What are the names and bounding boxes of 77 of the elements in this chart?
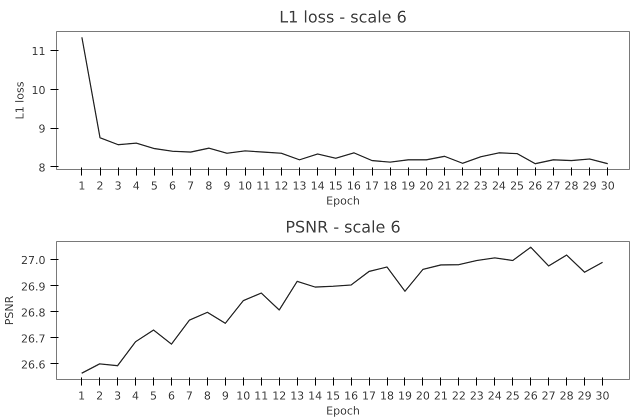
line-series: [81, 36, 608, 164]
y-tick-label: 26.7: [21, 332, 46, 346]
x-tick-label: 19: [398, 390, 412, 402]
x-tick-label: 17: [365, 180, 380, 192]
x-tick-label: 9: [222, 390, 229, 402]
x-axis-title: Epoch: [326, 404, 360, 418]
y-tick-label: 27.0: [21, 254, 46, 268]
x-tick-label: 25: [510, 180, 524, 192]
x-tick-label: 13: [292, 180, 306, 192]
x-tick-label: 18: [383, 180, 398, 192]
x-tick-label: 25: [506, 390, 520, 402]
x-tick-label: 22: [452, 390, 466, 402]
y-tick-label: 10: [32, 84, 46, 97]
x-tick-label: 2: [96, 180, 104, 192]
x-tick-label: 10: [238, 180, 252, 192]
x-axis-title: Epoch: [326, 194, 360, 208]
x-tick-label: 18: [380, 390, 394, 402]
x-tick-label: 21: [438, 180, 452, 192]
x-tick-label: 7: [186, 390, 193, 402]
x-tick-label: 28: [564, 180, 578, 192]
x-tick-label: 7: [187, 180, 194, 192]
x-tick-label: 15: [326, 390, 340, 402]
x-tick-label: 26: [524, 390, 538, 402]
y-tick-label: 26.6: [21, 358, 46, 372]
chart-title: L1 loss - scale 6: [279, 8, 407, 26]
x-tick-label: 29: [582, 180, 597, 192]
x-tick-label: 16: [346, 180, 361, 192]
x-tick-label: 20: [416, 390, 430, 402]
x-tick-label: 15: [328, 180, 343, 192]
y-tick-label: 8: [38, 161, 46, 174]
x-tick-label: 11: [254, 390, 268, 402]
x-tick-label: 24: [488, 390, 502, 402]
x-tick-label: 24: [492, 180, 506, 192]
x-tick-label: 6: [168, 390, 175, 402]
x-tick-label: 19: [401, 180, 416, 192]
y-axis-title: L1 loss: [14, 81, 27, 120]
x-tick-label: 22: [456, 180, 470, 192]
x-tick-label: 13: [290, 390, 304, 402]
y-tick-label: 11: [32, 44, 46, 58]
y-tick-label: 26.9: [21, 280, 46, 294]
x-tick-label: 1: [78, 390, 86, 402]
x-tick-label: 9: [223, 180, 230, 192]
x-tick-label: 27: [546, 180, 560, 192]
x-tick-label: 5: [150, 390, 157, 402]
x-tick-label: 1: [78, 180, 86, 192]
x-tick-label: 20: [419, 180, 434, 192]
x-tick-label: 16: [344, 390, 358, 402]
x-tick-label: 3: [114, 180, 122, 192]
x-tick-label: 4: [132, 180, 140, 192]
x-tick-label: 17: [362, 390, 376, 402]
x-tick-label: 21: [434, 390, 448, 402]
x-tick-label: 8: [204, 390, 211, 402]
x-tick-label: 12: [272, 390, 286, 402]
y-axis-title: PSNR: [3, 295, 16, 326]
x-tick-label: 14: [308, 390, 322, 402]
x-tick-label: 5: [150, 180, 158, 192]
y-tick-label: 26.8: [21, 306, 46, 320]
x-tick-label: 12: [274, 180, 288, 192]
x-tick-label: 8: [205, 180, 212, 192]
x-tick-label: 2: [96, 390, 104, 402]
x-tick-label: 26: [528, 180, 542, 192]
x-tick-label: 29: [578, 390, 592, 402]
x-tick-label: 23: [474, 180, 488, 192]
x-tick-label: 4: [132, 390, 140, 402]
x-tick-label: 23: [470, 390, 484, 402]
x-tick-label: 30: [596, 390, 610, 402]
x-tick-label: 30: [600, 180, 615, 192]
y-tick-label: 9: [38, 122, 46, 136]
x-tick-label: 11: [256, 180, 270, 192]
x-tick-label: 6: [169, 180, 176, 192]
x-tick-label: 27: [542, 390, 556, 402]
chart-title: PSNR - scale 6: [285, 218, 401, 236]
x-tick-label: 10: [236, 390, 250, 402]
x-tick-label: 28: [560, 390, 574, 402]
line-series: [80, 246, 604, 374]
x-tick-label: 3: [114, 390, 122, 402]
x-tick-label: 14: [310, 180, 325, 192]
